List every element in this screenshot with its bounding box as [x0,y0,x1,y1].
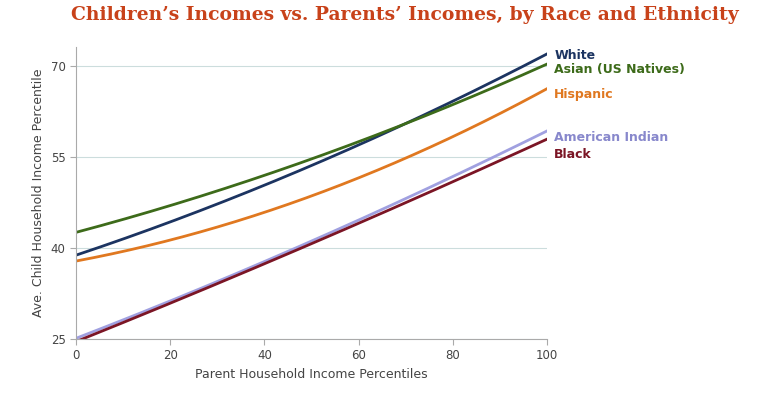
Y-axis label: Ave. Child Household Income Percentile: Ave. Child Household Income Percentile [32,69,45,317]
Text: Hispanic: Hispanic [554,88,614,101]
X-axis label: Parent Household Income Percentiles: Parent Household Income Percentiles [195,368,428,381]
Text: Children’s Incomes vs. Parents’ Incomes, by Race and Ethnicity: Children’s Incomes vs. Parents’ Incomes,… [71,6,739,24]
Text: American Indian: American Indian [554,131,669,144]
Text: Asian (US Natives): Asian (US Natives) [554,63,686,76]
Text: Black: Black [554,148,592,161]
Text: White: White [554,49,595,62]
